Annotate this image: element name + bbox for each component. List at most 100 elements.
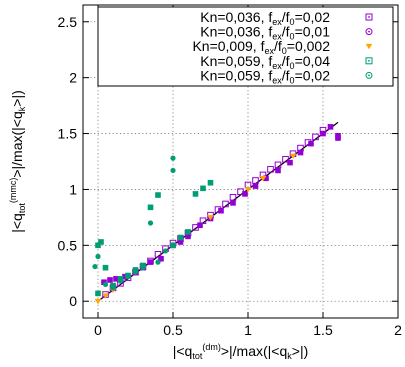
- y-tick-label: 0: [69, 293, 77, 309]
- x-label-post2: >|): [292, 343, 308, 359]
- legend-entry-label: Kn=0,036, fex/f0=0,02: [200, 9, 330, 27]
- legend-marker: [365, 13, 373, 21]
- x-axis-label: |<qtot(dm)>|/max(|<qk>|): [173, 342, 309, 361]
- legend-text-part: Kn=0,059, f: [200, 67, 272, 83]
- data-point: [102, 264, 109, 271]
- x-tick-label: 0.5: [163, 322, 183, 338]
- legend-text-part: =0,02: [295, 9, 331, 25]
- data-point: [147, 220, 154, 226]
- data-point: [230, 200, 236, 206]
- data-point: [320, 130, 326, 137]
- series-2-points: [101, 124, 341, 286]
- legend-entry-label: Kn=0,009, fex/f0=0,002: [192, 38, 330, 56]
- x-tick-label: 1: [244, 322, 252, 338]
- legend-marker-dot: [368, 30, 370, 33]
- x-tick-label: 1.5: [313, 322, 333, 338]
- data-point: [312, 133, 319, 141]
- axis-ticks: 0 0.5 1 1.5 2 0 0.5 1 1.5 2 2.5: [58, 5, 402, 338]
- legend-text-part: /f: [282, 9, 290, 25]
- data-point: [170, 242, 176, 249]
- y-label-sub2: k: [17, 106, 27, 111]
- x-label-sup: (dm): [202, 342, 221, 352]
- data-points: [92, 124, 341, 305]
- legend-subscript: ex: [264, 46, 274, 56]
- x-label-sub2: k: [287, 351, 292, 361]
- data-point: [218, 207, 224, 214]
- data-point: [94, 298, 102, 305]
- legend-marker-square: [365, 57, 373, 65]
- legend-entry-label: Kn=0,036, fex/f0=0,01: [200, 24, 330, 42]
- plot-frame: [82, 4, 399, 319]
- x-label-pre: |<q: [173, 343, 193, 359]
- data-point: [327, 124, 334, 130]
- data-point: [297, 149, 304, 156]
- legend-text-part: Kn=0,059, f: [200, 53, 272, 69]
- legend-subscript: 0: [282, 46, 287, 56]
- legend-marker-circle: [365, 28, 373, 36]
- legend-marker-dot: [368, 59, 370, 62]
- y-label-sub: tot: [17, 203, 27, 214]
- legend-marker-square: [365, 13, 373, 21]
- data-point: [177, 234, 184, 241]
- legend-text-part: Kn=0,009, f: [192, 38, 264, 54]
- data-point: [162, 248, 169, 254]
- data-point: [192, 191, 199, 197]
- data-point: [110, 285, 116, 291]
- data-point: [95, 253, 101, 260]
- y-tick-label: 1.5: [58, 126, 78, 142]
- data-point: [158, 255, 164, 262]
- legend-marker: [365, 28, 373, 36]
- y-tick-label: 0.5: [58, 237, 78, 253]
- data-point: [185, 229, 191, 235]
- data-point: [244, 187, 252, 193]
- y-label-sup: (mmc): [8, 178, 18, 204]
- y-tick-label: 2: [69, 70, 77, 86]
- data-point: [113, 276, 119, 282]
- legend-text-part: /f: [282, 24, 290, 40]
- legend-marker: [365, 71, 373, 79]
- legend-text-part: =0,002: [287, 38, 330, 54]
- data-point: [199, 217, 207, 225]
- data-point: [263, 175, 269, 182]
- legend-subscript: 0: [290, 32, 295, 42]
- legend-text-part: Kn=0,036, f: [200, 9, 272, 25]
- legend-entry-label: Kn=0,059, fex/f0=0,02: [200, 67, 330, 85]
- data-point: [154, 250, 162, 258]
- y-axis-label: |<qtot(mmc)>|/max(|<qk>|): [8, 90, 27, 233]
- data-point: [101, 279, 107, 286]
- data-point: [95, 242, 101, 249]
- legend-subscript: 0: [290, 61, 295, 71]
- data-point: [267, 166, 274, 173]
- y-tick-label: 1: [69, 181, 77, 197]
- data-point: [200, 185, 206, 192]
- legend-text-part: =0,01: [295, 24, 331, 40]
- data-point: [102, 281, 109, 288]
- x-label-sub: tot: [192, 351, 203, 361]
- legend-subscript: ex: [272, 17, 282, 27]
- data-point: [289, 153, 297, 160]
- legend-marker-dot: [368, 16, 370, 18]
- y-label-post: >|/max(|<q: [9, 111, 25, 177]
- data-point: [132, 269, 139, 275]
- data-point: [275, 167, 281, 174]
- data-point: [197, 222, 203, 229]
- data-point: [170, 155, 176, 161]
- x-tick-label: 2: [394, 322, 402, 338]
- x-label-post: >|/max(|<q: [221, 343, 287, 359]
- data-point: [222, 200, 229, 208]
- legend-entry-label: Kn=0,059, fex/f0=0,04: [200, 53, 330, 71]
- data-point: [252, 183, 259, 189]
- legend-box: [97, 6, 394, 87]
- data-point: [155, 259, 161, 265]
- legend-text-part: /f: [282, 53, 290, 69]
- data-point: [95, 290, 101, 297]
- data-point: [147, 204, 154, 211]
- legend-subscript: ex: [272, 75, 282, 85]
- data-point: [98, 239, 104, 245]
- y-tick-label: 2.5: [58, 14, 78, 30]
- data-point: [177, 239, 184, 245]
- data-point: [147, 259, 154, 265]
- y-label-post2: >|): [9, 90, 25, 106]
